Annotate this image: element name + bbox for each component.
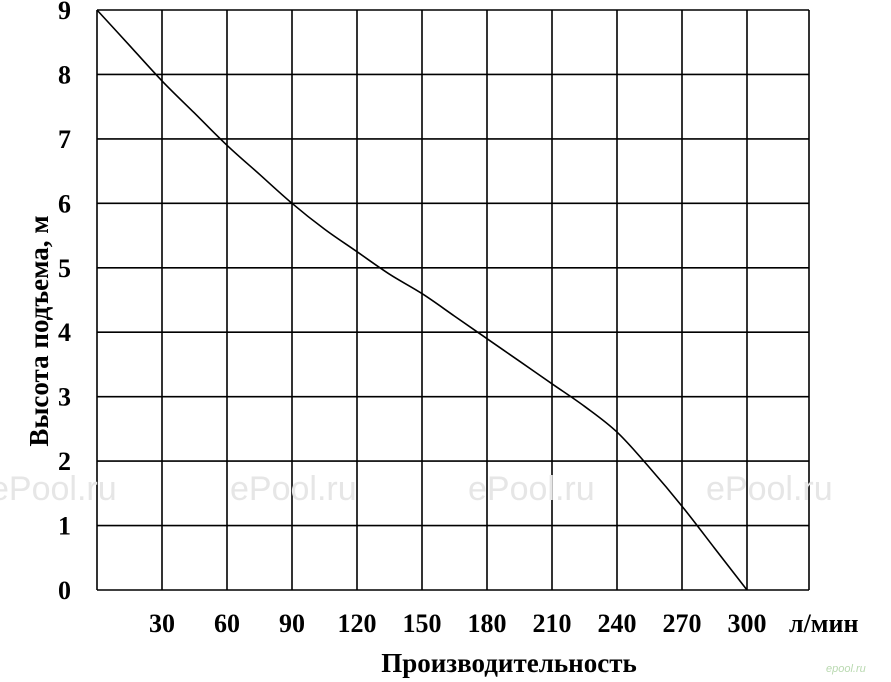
x-unit-label: л/мин bbox=[789, 609, 859, 638]
corner-watermark: epool.ru bbox=[826, 663, 866, 675]
x-axis-title: Производительность bbox=[381, 648, 637, 678]
x-tick-label: 180 bbox=[468, 609, 507, 638]
y-tick-label: 3 bbox=[58, 383, 71, 412]
x-tick-label: 300 bbox=[728, 609, 767, 638]
y-tick-label: 0 bbox=[58, 576, 71, 605]
y-tick-label: 8 bbox=[58, 60, 71, 89]
y-tick-label: 7 bbox=[58, 125, 71, 154]
watermarks: ePool.ru ePool.ru ePool.ru ePool.ru epool.ru bbox=[0, 470, 866, 675]
y-tick-label: 1 bbox=[58, 512, 71, 541]
y-tick-label: 5 bbox=[58, 254, 71, 283]
watermark-text: ePool.ru bbox=[230, 470, 357, 508]
tick-labels: 0 1 2 3 4 5 6 7 8 9 30 60 90 120 150 180 210 240 270 300 bbox=[58, 0, 767, 638]
x-tick-label: 30 bbox=[149, 609, 175, 638]
series-line bbox=[96, 9, 748, 591]
y-tick-label: 6 bbox=[58, 189, 71, 218]
x-tick-label: 120 bbox=[338, 609, 377, 638]
series-curve-layer bbox=[96, 9, 748, 591]
x-tick-label: 270 bbox=[663, 609, 702, 638]
watermark-text: ePool.ru bbox=[468, 470, 595, 508]
x-tick-label: 240 bbox=[598, 609, 637, 638]
watermark-text: ePool.ru bbox=[706, 470, 833, 508]
y-axis-title: Высота подъема, м bbox=[24, 215, 54, 446]
y-tick-label: 9 bbox=[58, 0, 71, 25]
x-tick-label: 60 bbox=[214, 609, 240, 638]
y-tick-label: 4 bbox=[58, 318, 71, 347]
x-tick-label: 150 bbox=[403, 609, 442, 638]
watermark-text: ePool.ru bbox=[0, 470, 117, 508]
x-tick-label: 210 bbox=[533, 609, 572, 638]
grid-lines bbox=[96, 9, 810, 591]
y-tick-label: 2 bbox=[58, 447, 71, 476]
x-tick-label: 90 bbox=[279, 609, 305, 638]
